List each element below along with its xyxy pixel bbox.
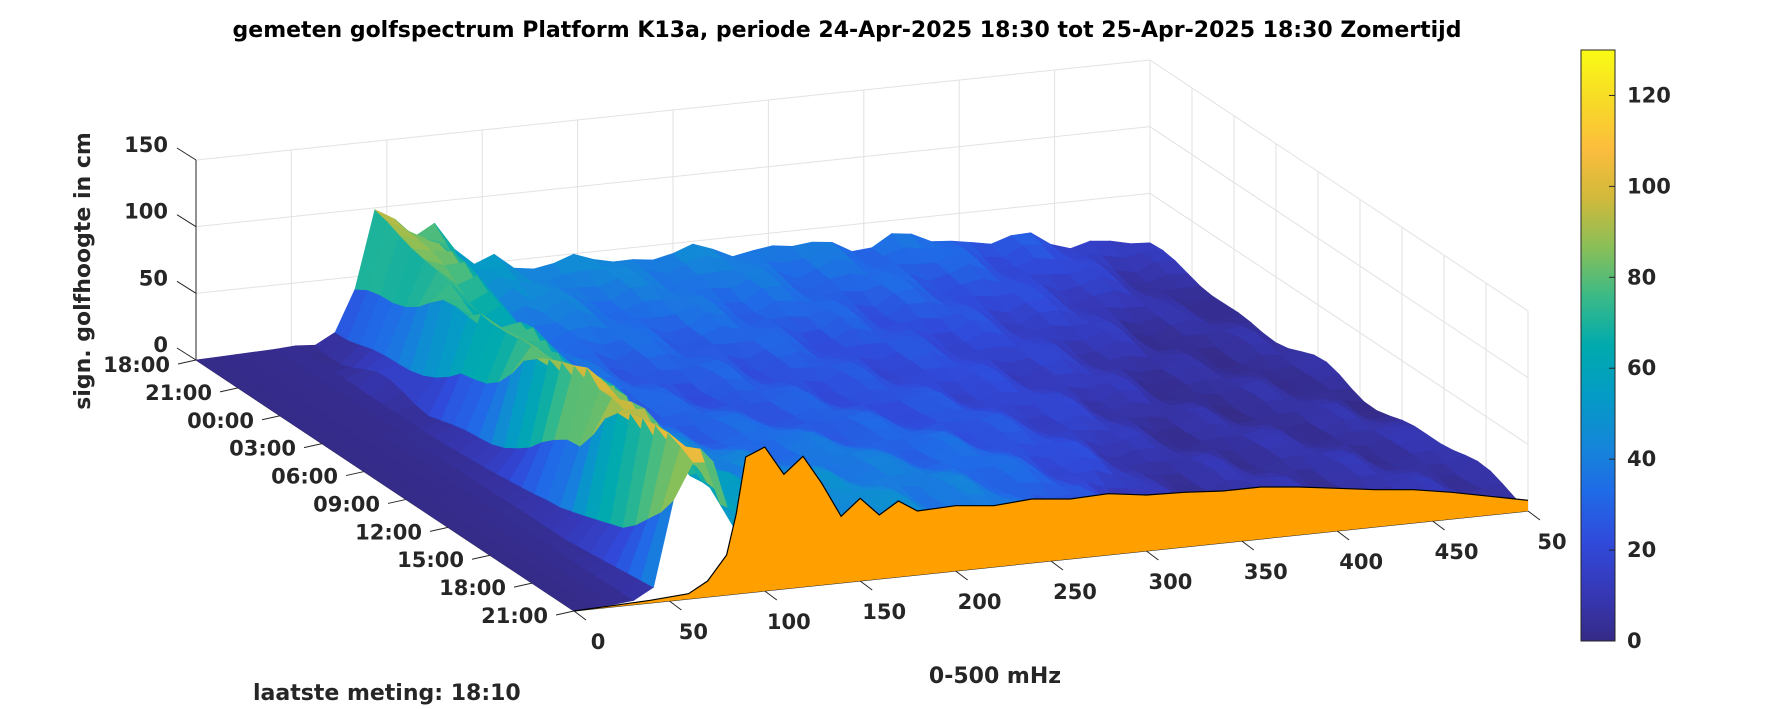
y-tick-mark	[261, 415, 281, 421]
x-tick-label: 400	[1339, 550, 1383, 574]
x-tick-mark	[1527, 510, 1541, 521]
y-tick-mark	[345, 471, 365, 477]
x-tick-mark	[1050, 560, 1064, 571]
colorbar-tick-label: 60	[1627, 356, 1656, 380]
y-tick-mark	[555, 610, 575, 616]
x-tick-mark	[859, 580, 873, 591]
x-tick-label: 100	[767, 610, 811, 634]
z-tick-mark	[176, 347, 197, 361]
z-tick-mark	[176, 147, 197, 161]
y-tick-mark	[387, 498, 407, 504]
colorbar-tick-label: 100	[1627, 174, 1671, 198]
x-tick-mark	[955, 570, 968, 581]
y-tick-label: 21:00	[481, 604, 548, 628]
colorbar-gradient	[1580, 49, 1616, 642]
x-tick-label: 50	[1537, 530, 1566, 554]
z-tick-mark	[176, 214, 197, 228]
y-tick-label: 21:00	[145, 381, 212, 405]
colorbar: 0 20 40 60 80 100 120	[1580, 49, 1671, 653]
y-tick-label: 18:00	[103, 353, 170, 377]
colorbar-tick-label: 0	[1627, 629, 1642, 653]
colorbar-tick-label: 40	[1627, 447, 1656, 471]
z-tick-mark	[176, 280, 197, 294]
z-tick-label: 0	[153, 333, 168, 357]
y-tick-label: 18:00	[439, 576, 506, 600]
y-tick-mark	[471, 554, 491, 560]
x-tick-mark	[573, 610, 587, 621]
y-tick-label: 09:00	[313, 492, 380, 516]
colorbar-tick-label: 120	[1627, 83, 1671, 107]
x-tick-mark	[764, 590, 778, 601]
x-tick-label: 150	[862, 600, 906, 624]
z-tick-label: 100	[124, 200, 168, 224]
x-tick-label: 250	[1053, 580, 1097, 604]
z-axis-ticks: 0 50 100 150	[124, 133, 197, 361]
y-tick-mark	[219, 387, 239, 393]
x-tick-label: 300	[1148, 570, 1192, 594]
z-tick-label: 50	[139, 266, 168, 290]
side-wall-gridline	[1149, 126, 1529, 379]
x-tick-label: 0	[591, 630, 606, 654]
x-tick-mark	[669, 600, 682, 611]
x-tick-mark	[1146, 550, 1159, 561]
y-tick-mark	[177, 359, 197, 365]
back-wall-gridline	[195, 126, 1151, 228]
latest-spectrum	[573, 446, 1529, 612]
x-tick-mark	[1241, 540, 1255, 551]
y-tick-mark	[303, 443, 323, 449]
x-tick-label: 50	[679, 620, 708, 644]
y-tick-mark	[429, 526, 449, 532]
spectrum-surface	[195, 209, 1529, 612]
y-tick-label: 03:00	[229, 437, 296, 461]
y-axis-ticks: 18:00 21:00 00:00 03:00 06:00 09:00 12:00 15:00…	[103, 353, 575, 628]
x-tick-label: 350	[1244, 560, 1288, 584]
latest-spectrum-area	[574, 447, 1528, 611]
colorbar-tick-label: 20	[1627, 538, 1656, 562]
x-tick-mark	[1432, 520, 1445, 531]
colorbar-tick-label: 80	[1627, 265, 1656, 289]
z-tick-label: 150	[124, 133, 168, 157]
back-wall-gridline	[195, 59, 1151, 161]
x-axis-ticks: 0 50 100 150 200 250 300 350 400 450 50	[573, 510, 1567, 654]
side-wall-gridline	[1149, 192, 1529, 445]
y-tick-label: 15:00	[397, 548, 464, 572]
last-measurement-label: laatste meting: 18:10	[253, 681, 521, 706]
back-wall-gridline	[195, 192, 1151, 294]
side-wall-gridline	[1149, 59, 1529, 312]
x-tick-label: 450	[1435, 540, 1479, 564]
x-axis-label: 0-500 mHz	[929, 664, 1061, 689]
y-tick-label: 00:00	[187, 409, 254, 433]
chart-title: gemeten golfspectrum Platform K13a, peri…	[233, 18, 1462, 43]
x-tick-label: 200	[958, 590, 1002, 614]
y-tick-label: 06:00	[271, 465, 338, 489]
x-tick-mark	[1336, 530, 1350, 541]
z-axis-label: sign. golfhoogte in cm	[71, 132, 96, 410]
latest-spectrum-line	[573, 446, 1529, 612]
y-tick-mark	[513, 582, 533, 588]
y-tick-label: 12:00	[355, 520, 422, 544]
